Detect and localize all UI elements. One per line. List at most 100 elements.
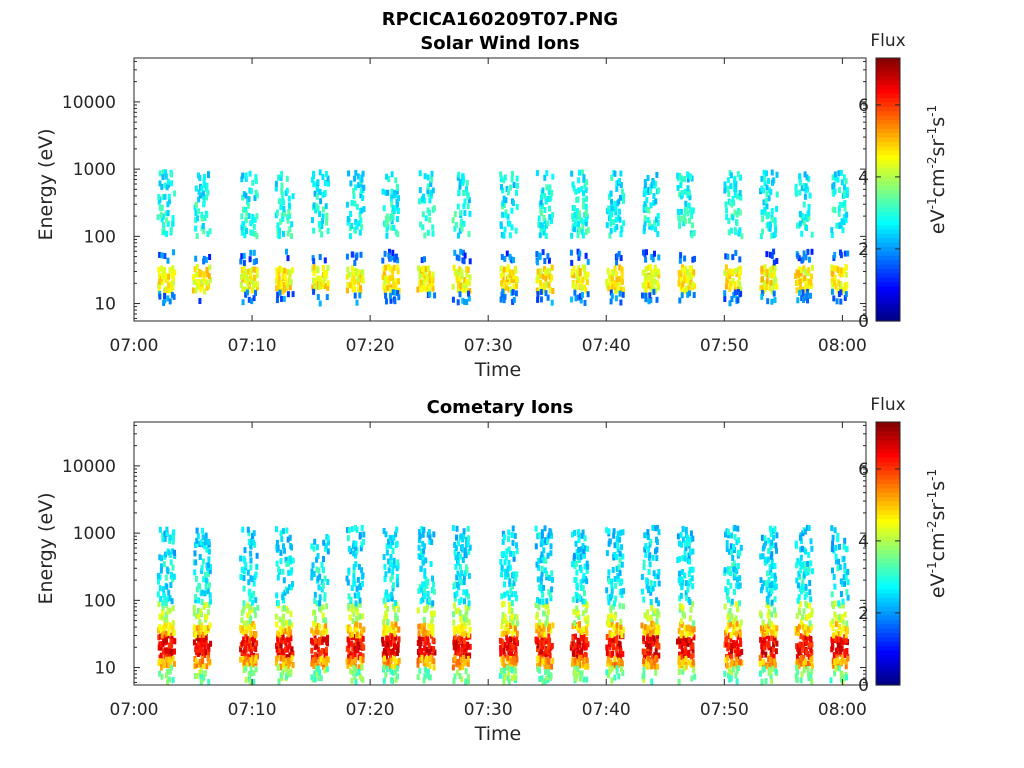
flux-cell — [350, 607, 354, 614]
flux-cell — [761, 216, 764, 222]
flux-cell — [244, 206, 248, 213]
flux-cell — [656, 231, 660, 238]
flux-cell — [544, 638, 548, 645]
flux-cell — [799, 554, 803, 561]
flux-cell — [166, 178, 170, 185]
flux-cell — [320, 630, 324, 637]
flux-cell — [572, 657, 576, 664]
flux-cell — [391, 677, 394, 684]
flux-cell — [416, 661, 420, 668]
flux-cell — [723, 290, 727, 297]
flux-cell — [739, 174, 742, 181]
flux-cell — [423, 197, 427, 204]
flux-cell — [433, 649, 437, 656]
flux-cell — [240, 640, 244, 647]
flux-cell — [420, 257, 424, 264]
flux-cell — [289, 610, 293, 617]
flux-cell — [808, 602, 811, 609]
flux-cell — [572, 272, 576, 279]
flux-cell — [651, 585, 655, 592]
flux-cell — [167, 287, 171, 293]
flux-cell — [575, 673, 579, 680]
flux-cell — [546, 621, 550, 628]
flux-cell — [281, 634, 285, 641]
flux-cell — [731, 214, 735, 221]
flux-cell — [347, 593, 351, 600]
flux-cell — [206, 189, 210, 196]
flux-cell — [326, 634, 330, 641]
flux-cell — [833, 583, 837, 590]
flux-cell — [576, 623, 580, 630]
flux-cell — [583, 563, 587, 570]
colorbar-segment — [876, 636, 900, 642]
flux-cell — [616, 653, 620, 660]
flux-cell — [574, 633, 577, 640]
flux-cell — [841, 678, 845, 685]
flux-cell — [576, 529, 580, 535]
flux-cell — [575, 560, 579, 567]
colorbar-tick-label: 6 — [858, 96, 869, 116]
flux-cell — [547, 663, 551, 670]
flux-cell — [540, 675, 544, 682]
flux-cell — [804, 286, 808, 292]
flux-cell — [808, 256, 811, 263]
flux-cell — [607, 528, 611, 535]
flux-cell — [579, 579, 583, 586]
flux-cell — [649, 580, 653, 587]
flux-cell — [729, 183, 733, 190]
flux-cell — [644, 552, 648, 558]
flux-cell — [240, 273, 243, 280]
flux-cell — [676, 533, 680, 540]
flux-cell — [584, 644, 588, 651]
flux-cell — [350, 526, 354, 533]
flux-cell — [734, 615, 738, 622]
flux-cell — [502, 667, 506, 674]
flux-cell — [655, 656, 659, 663]
flux-cell — [605, 222, 609, 229]
flux-cell — [723, 567, 727, 574]
flux-cell — [208, 568, 212, 575]
flux-cell — [466, 267, 470, 273]
flux-cell — [807, 566, 811, 573]
flux-cell — [514, 659, 518, 666]
flux-cell — [318, 221, 322, 227]
flux-cell — [194, 217, 198, 224]
flux-cell — [646, 633, 649, 640]
flux-cell — [617, 250, 621, 257]
flux-cell — [157, 282, 161, 288]
flux-cell — [385, 219, 389, 226]
flux-cell — [544, 647, 548, 654]
flux-cell — [206, 625, 210, 631]
flux-cell — [836, 532, 840, 539]
flux-cell — [313, 609, 317, 616]
flux-cell — [798, 609, 801, 616]
flux-cell — [275, 560, 279, 567]
flux-cell — [424, 215, 428, 222]
flux-cell — [313, 651, 317, 658]
flux-cell — [610, 612, 614, 619]
flux-cell — [582, 190, 585, 197]
flux-cell — [839, 630, 843, 637]
flux-cell — [539, 285, 543, 292]
flux-cell — [683, 176, 686, 183]
flux-cell — [158, 641, 162, 648]
y-tick-label: 100 — [84, 591, 116, 611]
y-axis-label: Energy (eV) — [35, 128, 57, 240]
flux-cell — [645, 197, 649, 204]
flux-cell — [759, 636, 763, 643]
flux-cell — [502, 232, 506, 239]
flux-cell — [353, 604, 357, 611]
flux-cell — [513, 276, 517, 283]
flux-cell — [197, 597, 201, 604]
flux-cell — [158, 613, 162, 620]
flux-cell — [427, 656, 431, 662]
flux-cell — [735, 211, 739, 218]
flux-cell — [684, 265, 687, 272]
flux-cell — [657, 629, 661, 636]
flux-cell — [359, 656, 363, 663]
flux-cell — [422, 625, 426, 632]
flux-cell — [739, 638, 742, 644]
flux-cell — [167, 668, 170, 675]
flux-cell — [350, 265, 354, 272]
flux-cell — [200, 628, 204, 635]
